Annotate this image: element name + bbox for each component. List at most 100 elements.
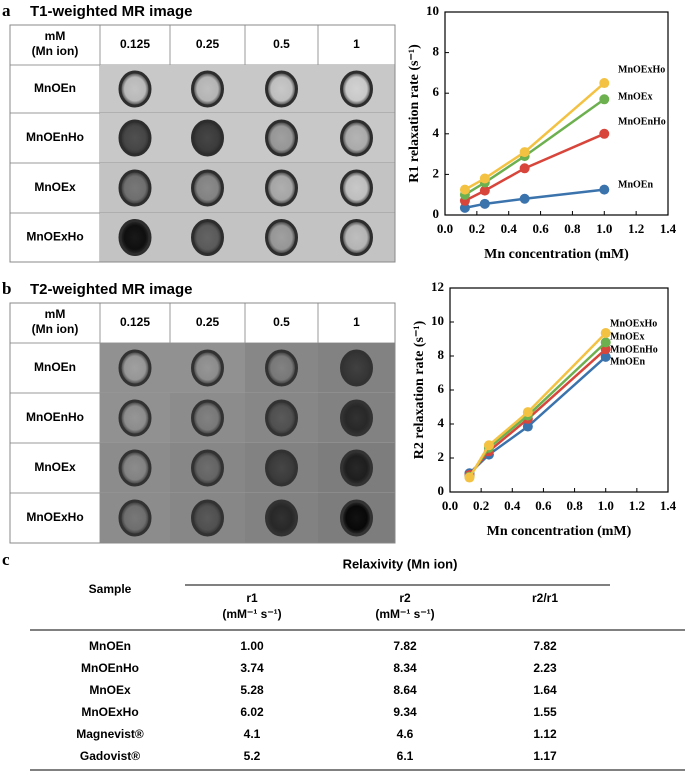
data-point [600, 351, 611, 362]
series-line [464, 82, 606, 191]
series-label: MnOEn [610, 356, 645, 367]
x-tick-label: 0.2 [473, 498, 489, 513]
x-tick-label: 1.4 [660, 221, 677, 236]
series-label: MnOEnHo [618, 116, 666, 127]
phantom [118, 219, 152, 256]
data-point [479, 185, 490, 196]
column-label: 0.25 [196, 37, 220, 51]
phantom [340, 349, 373, 387]
table-cell: 8.34 [393, 661, 417, 675]
data-point [519, 147, 530, 158]
phantom [340, 399, 373, 437]
phantom [191, 449, 224, 487]
x-tick-label: 0.0 [437, 221, 453, 236]
phantom [340, 70, 373, 108]
x-axis-title: Mn concentration (mM) [487, 524, 632, 539]
data-point [599, 94, 610, 105]
table-cell: Magnevist® [76, 727, 144, 741]
row-label: MnOEnHo [26, 130, 84, 144]
column-label: 1 [353, 315, 360, 329]
y-tick-label: 10 [426, 3, 439, 18]
series-label: MnOEn [618, 179, 653, 190]
table-cell: MnOEx [89, 683, 131, 697]
data-point [600, 337, 611, 348]
phantom [118, 169, 152, 207]
series-label: MnOEnHo [610, 344, 658, 355]
y-tick-label: 4 [433, 125, 440, 140]
table-cell: 7.82 [393, 639, 417, 653]
table-cell: 8.64 [393, 683, 417, 697]
x-axis-title: Mn concentration (mM) [484, 247, 629, 262]
x-tick-label: 0.4 [504, 498, 521, 513]
table-cell: MnOExHo [81, 705, 138, 719]
table-cell: 6.02 [240, 705, 264, 719]
grid-frame [9, 24, 396, 263]
column-label: 0.25 [196, 315, 220, 329]
x-tick-label: 0.4 [501, 221, 518, 236]
y-tick-label: 6 [433, 84, 440, 99]
unit-label: (Mn ion) [32, 44, 79, 58]
x-tick-label: 1.2 [628, 221, 644, 236]
data-point [459, 202, 470, 213]
data-point [519, 163, 530, 174]
y-tick-label: 8 [433, 44, 440, 59]
y-tick-label: 10 [431, 313, 444, 328]
table-cell: MnOEn [89, 639, 131, 653]
x-tick-label: 0.6 [532, 221, 549, 236]
x-tick-label: 0.2 [469, 221, 485, 236]
row-label: MnOEnHo [26, 410, 84, 424]
table-cell: 1.00 [240, 639, 264, 653]
series-line [464, 98, 606, 196]
panel-title: T2-weighted MR image [30, 281, 193, 298]
data-point [459, 184, 470, 195]
series-line [468, 332, 607, 479]
column-label: 0.125 [120, 37, 150, 51]
table-cell: 9.34 [393, 705, 417, 719]
phantom [118, 399, 152, 437]
phantom [340, 119, 373, 157]
column-label: 0.5 [273, 315, 290, 329]
row-label: MnOExHo [26, 510, 83, 524]
phantom [265, 70, 298, 108]
panel-label: a [2, 1, 11, 20]
panel-title: T1-weighted MR image [30, 3, 193, 20]
table-cell: MnOEnHo [81, 661, 139, 675]
phantom [118, 499, 152, 537]
table-cell: 6.1 [397, 749, 414, 763]
phantom [265, 169, 298, 207]
row-label: MnOEx [34, 180, 76, 194]
phantom [191, 349, 224, 387]
phantom [191, 499, 224, 537]
y-tick-label: 6 [438, 381, 445, 396]
x-tick-label: 1.4 [660, 498, 677, 513]
unit-label: mM [45, 307, 66, 321]
column-header: (mM⁻¹ s⁻¹) [375, 607, 434, 621]
column-header: r2 [399, 591, 411, 605]
table-cell: 2.23 [533, 661, 557, 675]
phantom [191, 169, 224, 207]
series-line [464, 188, 605, 210]
phantom [118, 119, 152, 157]
x-tick-label: 0.8 [564, 221, 581, 236]
data-point [599, 184, 610, 195]
phantom [265, 399, 298, 437]
table-cell: 1.55 [533, 705, 557, 719]
column-label: 0.125 [120, 315, 150, 329]
y-tick-label: 0 [433, 206, 440, 221]
phantom [191, 70, 224, 108]
phantom [265, 349, 298, 387]
series-line [464, 132, 605, 202]
phantom [265, 449, 298, 487]
row-label: MnOEx [34, 460, 76, 474]
y-axis-title: R2 relaxation rate (s⁻¹) [412, 320, 427, 459]
phantom [265, 499, 298, 537]
x-tick-label: 0.0 [442, 498, 458, 513]
series-label: MnOEx [610, 331, 644, 342]
y-tick-label: 4 [438, 415, 445, 430]
panel-label: b [2, 279, 11, 298]
panel-label: c [2, 550, 10, 569]
data-point [522, 421, 533, 432]
data-point [479, 173, 490, 184]
phantom [118, 70, 152, 108]
grid-frame [9, 302, 396, 544]
